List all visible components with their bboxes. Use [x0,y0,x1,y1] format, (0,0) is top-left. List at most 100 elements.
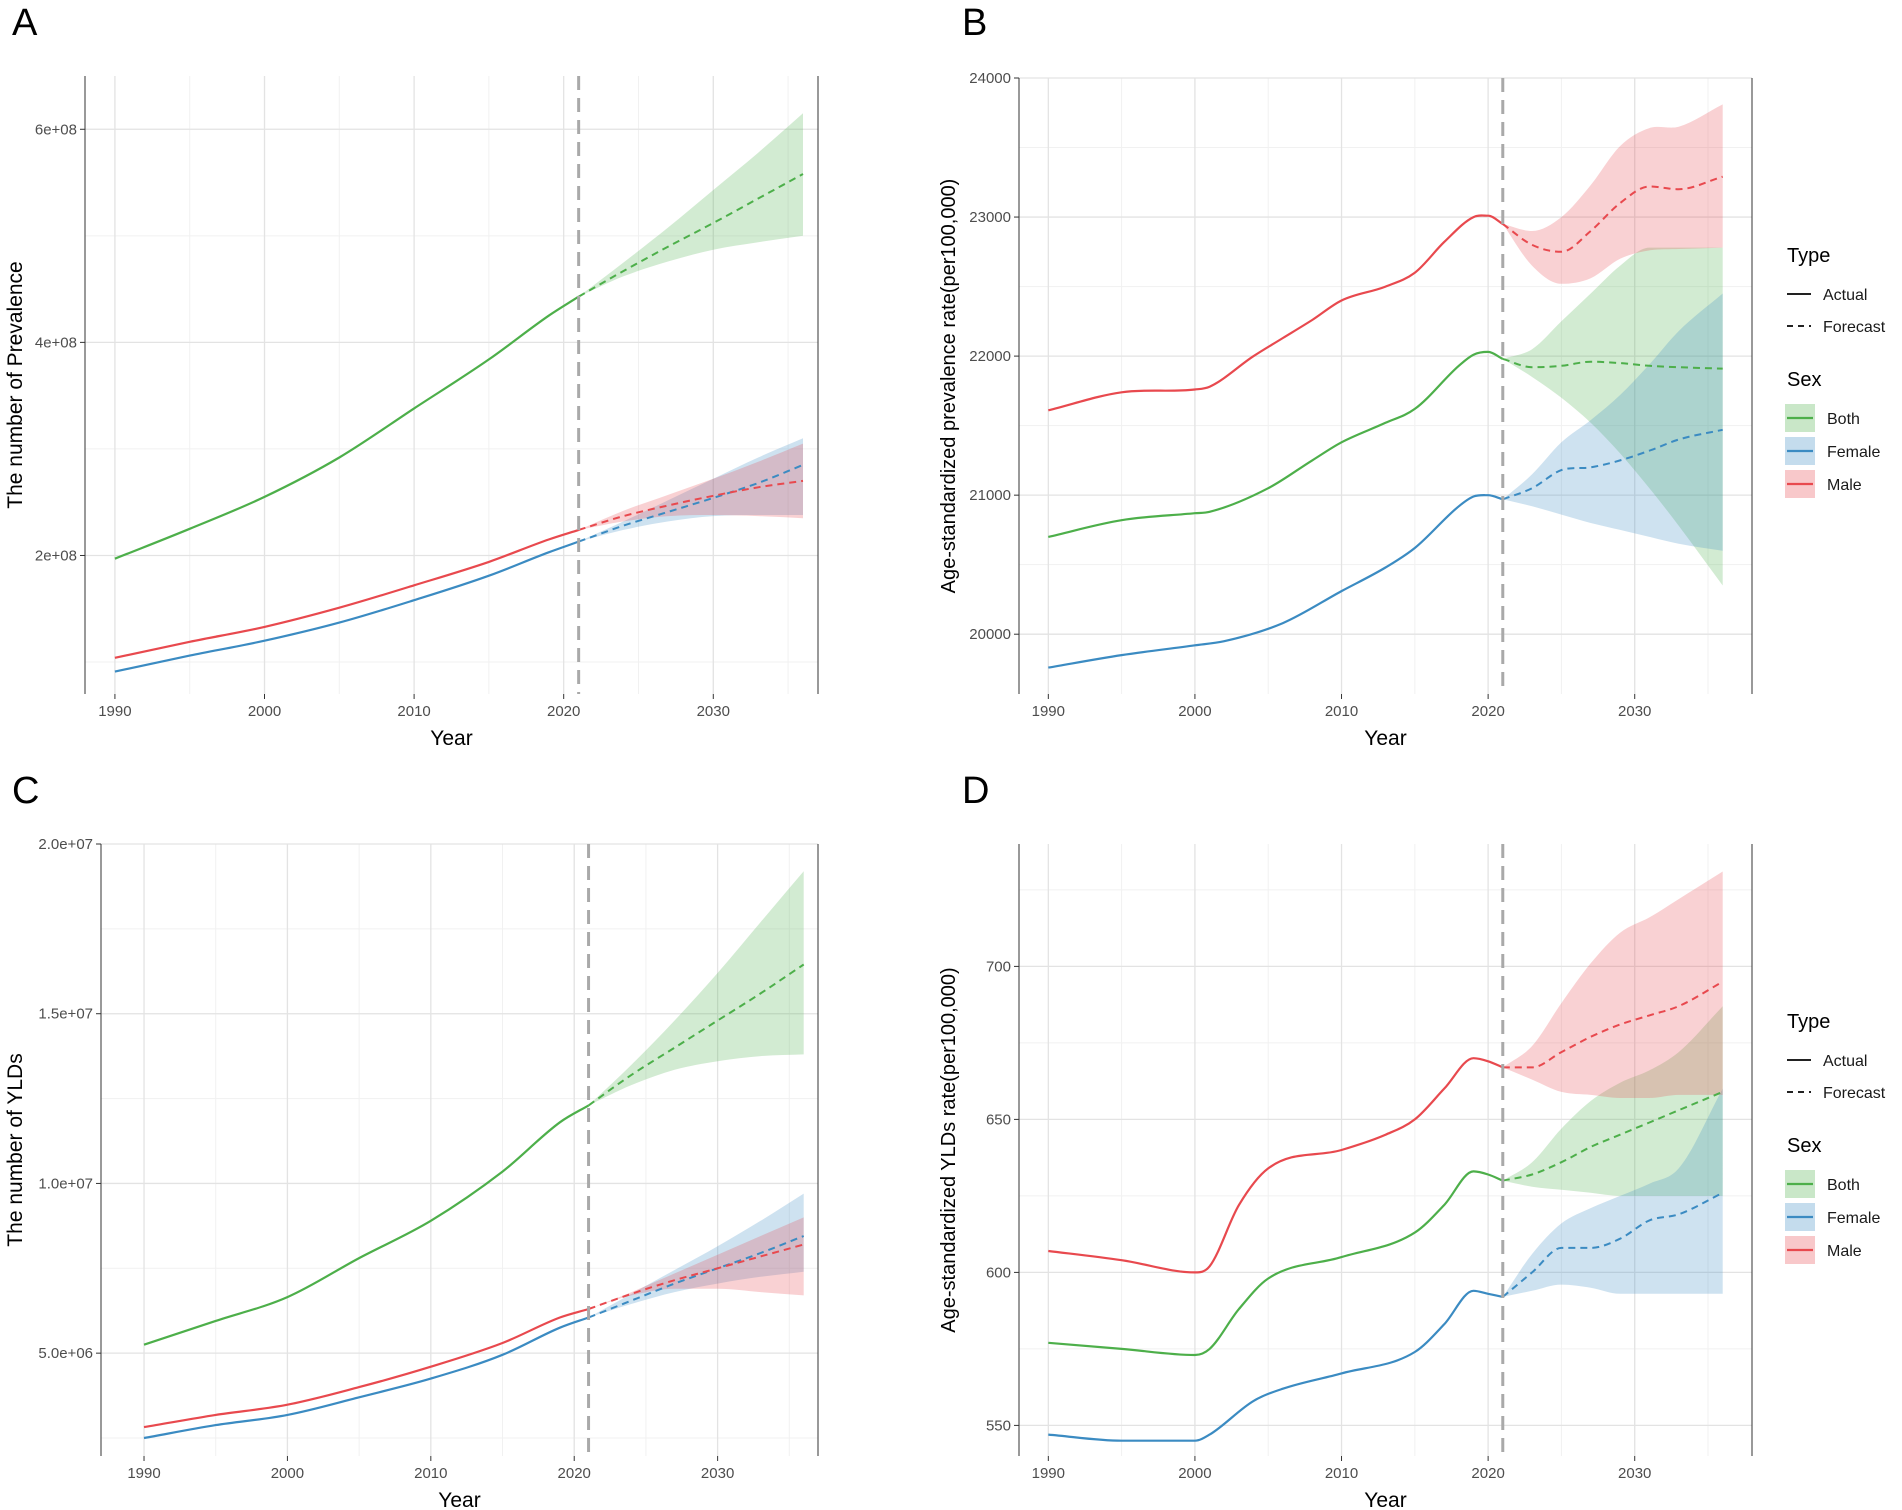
y-tick-label: 1.0e+07 [38,1175,93,1192]
x-tick-label: 2010 [1325,703,1358,720]
legend-label-female: Female [1827,1210,1880,1227]
y-tick-label: 650 [986,1111,1011,1128]
y-axis-title: The number of YLDs [4,1053,27,1246]
line-forecast-female [1502,428,1723,501]
panel-letter-c: C [12,770,40,812]
line-actual-female [143,1316,589,1440]
gridlines [85,76,818,694]
legend-label-forecast: Forecast [1823,1085,1886,1102]
line-forecast-female [1502,1191,1724,1298]
line-forecast-both [1502,1090,1724,1182]
axis-ticks: 1990 2000 2010 2020 2030 20000 21000 22000 23000… [969,70,1651,720]
legend-label-actual: Actual [1823,1053,1867,1070]
x-tick-label: 2000 [248,703,281,720]
x-tick-label: 2030 [701,1465,734,1482]
gridlines [1019,77,1752,694]
x-tick-label: 2030 [1618,703,1651,720]
plot-background [1019,844,1752,1456]
x-tick-label: 2000 [271,1465,304,1482]
series-lines [1048,980,1724,1442]
line-actual-both [1048,350,1504,538]
band-both [578,113,803,297]
x-axis-title: Year [1364,1489,1406,1510]
chart-c-ylds-count: 1990 2000 2010 2020 2030 5.0e+06 1.0e+07 1.5e+0… [4,836,819,1510]
chart-d-ylds-rate: 1990 2000 2010 2020 2030 550 600 650 700 Year Age-… [938,844,1886,1510]
line-forecast-female [578,463,804,543]
x-tick-label: 1990 [127,1465,160,1482]
line-actual-both [114,295,580,560]
legend-label-both: Both [1827,411,1860,428]
confidence-bands [1502,871,1723,1297]
line-actual-male [1048,214,1504,412]
y-axis-title: The number of Prevalence [4,261,27,508]
y-tick-label: 24000 [969,70,1011,87]
legend-label-male: Male [1827,477,1862,494]
band-male [588,1217,804,1309]
x-axis-title: Year [1364,727,1406,750]
confidence-bands [1502,104,1723,586]
line-actual-male [143,1307,589,1429]
band-male [1502,871,1723,1098]
x-tick-label: 2010 [414,1465,447,1482]
axis-ticks: 1990 2000 2010 2020 2030 550 600 650 700 [986,958,1651,1482]
line-forecast-both [578,173,804,298]
panel-letter-b: B [962,2,988,44]
x-tick-label: 2030 [697,703,730,720]
x-tick-label: 2020 [1471,1465,1504,1482]
x-tick-label: 2030 [1618,1465,1651,1482]
legend: Type Actual Forecast Sex Both Female Male [1785,245,1886,498]
plot-background [101,844,818,1456]
y-tick-label: 550 [986,1417,1011,1434]
x-tick-label: 2020 [558,1465,591,1482]
gridlines [101,843,818,1456]
band-female [578,438,803,542]
legend-label-both: Both [1827,1177,1860,1194]
x-tick-label: 2010 [397,703,430,720]
axis-ticks: 1990 2000 2010 2020 2030 2e+08 4e+08 6e+08 [35,121,730,720]
legend-label-forecast: Forecast [1823,319,1886,336]
x-tick-label: 1990 [1032,703,1065,720]
line-forecast-male [588,1243,804,1310]
legend-label-male: Male [1827,1243,1862,1260]
confidence-bands [578,113,803,542]
x-tick-label: 1990 [1032,1465,1065,1482]
y-axis-title: Age-standardized prevalence rate(per100,… [938,179,960,594]
x-axis-title: Year [438,1489,480,1510]
band-female [1502,293,1723,551]
x-tick-label: 2020 [1471,703,1504,720]
chart-b-prevalence-rate: 1990 2000 2010 2020 2030 20000 21000 22000 23000… [938,70,1886,750]
y-tick-label: 2.0e+07 [38,836,93,853]
y-tick-label: 2e+08 [35,547,77,564]
series-lines [114,173,804,673]
line-forecast-both [588,963,805,1107]
y-tick-label: 20000 [969,626,1011,643]
line-actual-female [1048,494,1504,669]
y-tick-label: 600 [986,1264,1011,1281]
x-tick-label: 2000 [1178,703,1211,720]
line-forecast-male [1502,175,1723,253]
line-actual-female [1048,1289,1504,1442]
series-lines [1048,175,1723,669]
band-male [578,443,803,530]
line-actual-both [1048,1170,1504,1357]
y-axis-title: Age-standardized YLDs rate(per100,000) [938,967,960,1332]
line-actual-both [143,1104,590,1346]
y-tick-label: 21000 [969,487,1011,504]
band-both [1502,1006,1723,1196]
legend-sex-title: Sex [1787,1135,1821,1157]
x-tick-label: 1990 [98,703,131,720]
legend-sex-title: Sex [1787,369,1821,391]
band-both [1502,247,1723,586]
y-tick-label: 700 [986,958,1011,975]
legend: Type Actual Forecast Sex Both Female Male [1785,1011,1886,1264]
y-tick-label: 5.0e+06 [38,1345,93,1362]
panel-letter-a: A [12,2,38,44]
legend-label-actual: Actual [1823,287,1867,304]
x-tick-label: 2000 [1178,1465,1211,1482]
line-forecast-female [588,1235,805,1319]
line-actual-female [114,540,580,673]
line-forecast-male [1502,980,1724,1069]
plot-background [1019,78,1752,694]
legend-type-title: Type [1787,245,1830,267]
x-tick-label: 2020 [547,703,580,720]
